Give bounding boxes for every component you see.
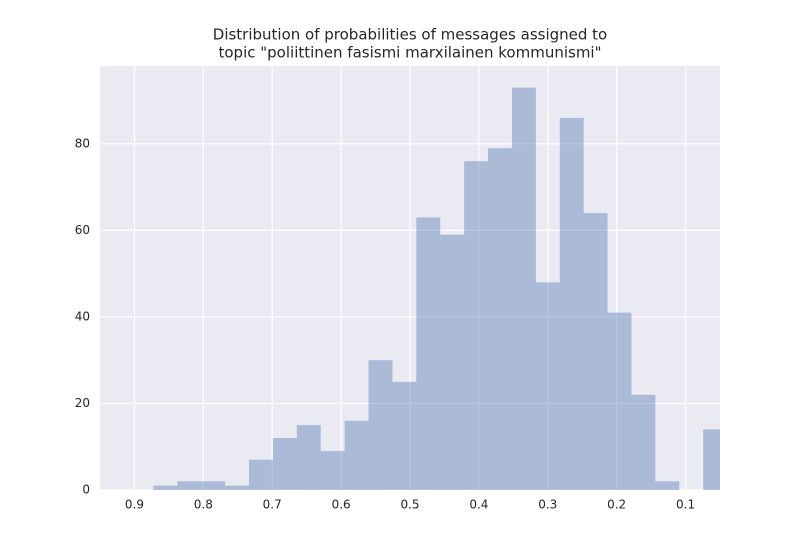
bars	[153, 87, 720, 490]
y-tick-label: 20	[75, 396, 90, 410]
bar	[655, 481, 680, 490]
x-tick-label: 0.8	[194, 498, 213, 512]
bar	[559, 117, 584, 490]
x-tick-label: 0.4	[469, 498, 488, 512]
x-tick-label: 0.7	[263, 498, 282, 512]
bar	[272, 438, 297, 490]
x-tick-label: 0.3	[538, 498, 557, 512]
bar	[535, 282, 560, 490]
bar	[392, 381, 417, 490]
bar	[177, 481, 202, 490]
bar	[703, 429, 720, 490]
x-tick-label: 0.9	[125, 498, 144, 512]
grid	[100, 66, 720, 491]
bar	[320, 451, 345, 490]
bar	[416, 217, 441, 490]
bar	[344, 420, 369, 490]
bar	[153, 485, 178, 490]
bar	[511, 87, 536, 490]
bar	[464, 161, 489, 490]
bar	[201, 481, 226, 490]
chart-title: Distribution of probabilities of message…	[213, 26, 607, 44]
bar	[488, 148, 512, 490]
x-tick-label: 0.2	[607, 498, 626, 512]
x-tick-label: 0.6	[332, 498, 351, 512]
bar	[296, 425, 321, 490]
chart-title: topic "poliittinen fasismi marxilainen k…	[219, 44, 602, 62]
bar	[631, 394, 656, 490]
bar	[225, 485, 250, 490]
y-tick-label: 40	[75, 309, 90, 323]
bar	[440, 234, 465, 490]
bar	[607, 312, 632, 490]
y-tick-label: 0	[82, 483, 90, 497]
y-tick-label: 80	[75, 136, 90, 150]
x-tick-label: 0.5	[400, 498, 419, 512]
bar	[368, 360, 393, 490]
y-tick-label: 60	[75, 223, 90, 237]
bar	[583, 213, 608, 490]
bar	[249, 459, 273, 490]
x-tick-label: 0.1	[676, 498, 695, 512]
